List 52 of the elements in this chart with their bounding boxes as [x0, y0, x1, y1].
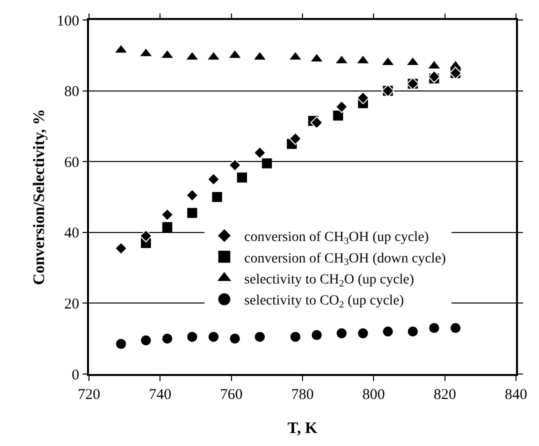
point: [116, 338, 126, 349]
point: [208, 332, 219, 342]
y-tick-label: 20: [64, 296, 80, 312]
y-axis-title: Conversion/Selectivity, %: [31, 109, 48, 285]
x-tick-label: 720: [78, 386, 100, 403]
y-tick-label: 80: [64, 84, 80, 100]
point: [114, 242, 128, 255]
point: [228, 158, 242, 172]
point: [382, 326, 393, 337]
x-tick-label: 780: [291, 386, 314, 403]
point: [187, 332, 198, 342]
point: [336, 328, 347, 338]
y-tick-label: 0: [72, 367, 80, 384]
x-axis-title: T, K: [288, 420, 318, 437]
point: [335, 100, 348, 114]
x-tick-label: 820: [434, 386, 456, 403]
point: [358, 328, 368, 338]
legend-label: conversion of CH$_{3}$OH (up cycle): [244, 230, 430, 248]
point: [333, 110, 344, 121]
point: [254, 332, 265, 342]
legend-label: conversion of CH$_{3}$OH (down cycle): [244, 251, 446, 268]
point: [212, 192, 222, 202]
point: [290, 332, 300, 342]
legend-label: selectivity to CO$_{2}$ (up cycle): [244, 294, 404, 311]
point: [428, 70, 441, 83]
point: [187, 208, 198, 218]
point: [140, 335, 151, 346]
point: [160, 208, 174, 222]
y-tick-label: 60: [64, 154, 80, 171]
point: [253, 146, 266, 160]
point: [237, 172, 248, 183]
point: [230, 334, 240, 344]
point: [310, 116, 324, 130]
point: [312, 330, 322, 340]
point: [408, 326, 418, 337]
point: [186, 188, 199, 202]
point: [262, 158, 272, 168]
point: [356, 92, 370, 104]
point: [162, 222, 172, 232]
x-tick-label: 800: [362, 386, 385, 403]
point: [140, 230, 152, 242]
y-tick-label: 100: [56, 13, 80, 30]
point: [429, 322, 440, 333]
x-tick-label: 840: [504, 386, 528, 403]
point: [289, 132, 302, 145]
point: [207, 172, 220, 186]
y-tick-label: 40: [64, 226, 80, 242]
point: [162, 334, 172, 344]
legend-label: selectivity to CH$_{2}$O (up cycle): [244, 272, 414, 290]
x-tick-label: 740: [148, 386, 172, 403]
point: [450, 322, 461, 333]
x-tick-label: 760: [220, 386, 243, 403]
